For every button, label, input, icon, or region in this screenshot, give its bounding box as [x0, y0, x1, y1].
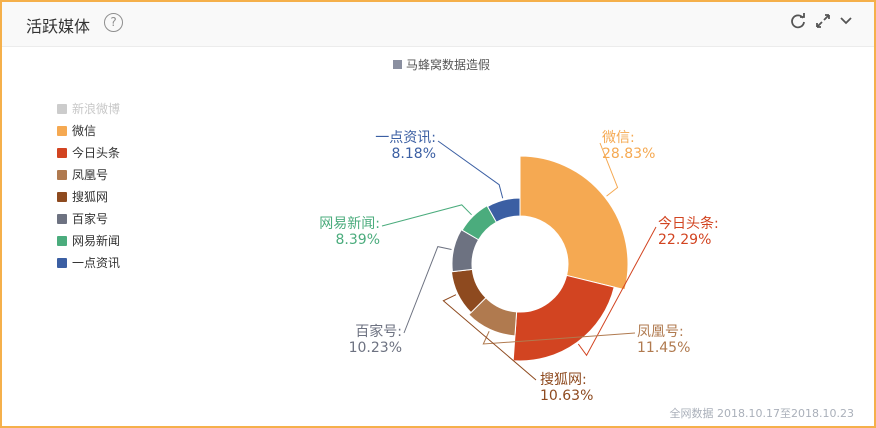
panel-header: 活跃媒体 ? [2, 2, 874, 47]
leader-line-3 [442, 294, 537, 381]
slice-value-1: 22.29% [658, 232, 711, 248]
slice-6[interactable] [486, 197, 521, 223]
legend-label-2[interactable]: 今日头条 [72, 145, 120, 160]
legend-marker-1[interactable] [57, 126, 67, 136]
slice-label-0: 微信: [602, 130, 635, 146]
legend-label-1[interactable]: 微信 [72, 124, 96, 138]
slice-label-4: 百家号: [355, 323, 402, 340]
footer-date-note: 全网数据 2018.10.17至2018.10.23 [670, 406, 854, 420]
top-legend-marker[interactable] [393, 60, 402, 69]
slice-value-4: 10.23% [349, 340, 402, 356]
top-legend-label[interactable]: 马蜂窝数据造假 [406, 57, 490, 72]
slice-label-3: 搜狐网: [540, 372, 587, 388]
legend-label-4[interactable]: 搜狐网 [72, 189, 108, 204]
slice-2[interactable] [468, 297, 518, 337]
chevron-down-icon[interactable] [836, 11, 856, 31]
leader-line-6 [437, 140, 504, 199]
leader-line-4 [403, 246, 452, 334]
legend-marker-4[interactable] [57, 192, 67, 202]
slice-value-5: 8.39% [336, 232, 380, 248]
leader-line-0 [599, 142, 619, 197]
slice-1[interactable] [512, 274, 615, 362]
refresh-icon[interactable] [788, 11, 808, 31]
leader-line-1 [577, 226, 657, 357]
slice-label-2: 凤凰号: [637, 324, 684, 340]
legend-marker-7[interactable] [57, 258, 67, 268]
legend-label-7[interactable]: 一点资讯 [72, 256, 120, 270]
expand-icon[interactable] [813, 11, 833, 31]
slice-label-1: 今日头条: [658, 215, 719, 232]
slice-label-5: 网易新闻: [319, 216, 380, 232]
leader-line-5 [381, 204, 472, 227]
legend-label-3[interactable]: 凤凰号 [72, 168, 108, 182]
question-circle-icon[interactable]: ? [104, 13, 123, 32]
legend-label-6[interactable]: 网易新闻 [72, 233, 120, 248]
slice-5[interactable] [461, 204, 498, 241]
slice-value-0: 28.83% [602, 146, 655, 162]
leader-line-2 [482, 331, 636, 345]
slice-label-6: 一点资讯: [375, 130, 436, 146]
slice-0[interactable] [519, 155, 629, 291]
legend-marker-6[interactable] [57, 236, 67, 246]
legend-marker-2[interactable] [57, 148, 67, 158]
slice-4[interactable] [451, 228, 480, 273]
legend-label-5[interactable]: 百家号 [72, 211, 108, 226]
legend-marker-3[interactable] [57, 170, 67, 180]
legend-label-0[interactable]: 新浪微博 [72, 101, 120, 116]
panel-title: 活跃媒体 [26, 17, 91, 36]
slice-value-6: 8.18% [392, 146, 436, 162]
slice-value-2: 11.45% [637, 340, 690, 356]
legend-marker-5[interactable] [57, 214, 67, 224]
slice-value-3: 10.63% [540, 388, 593, 404]
legend-marker-0[interactable] [57, 104, 67, 114]
slice-3[interactable] [450, 268, 487, 314]
